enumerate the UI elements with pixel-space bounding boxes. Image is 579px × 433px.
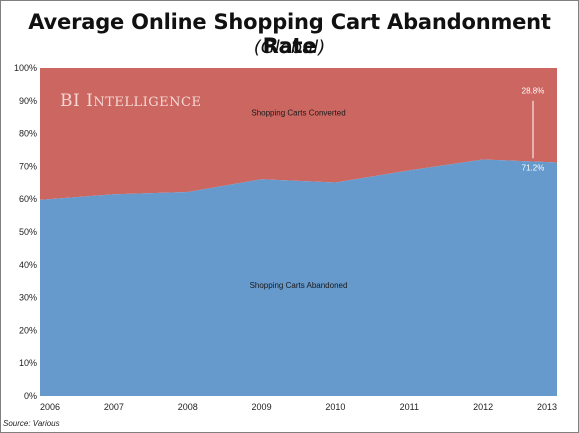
x-tick-label: 2009	[252, 402, 272, 412]
chart-subtitle: (Global)	[253, 37, 326, 58]
source-note: Source: Various	[3, 419, 60, 428]
chart-title: Average Online Shopping Cart Abandonment…	[28, 10, 551, 58]
x-tick-label: 2012	[473, 402, 493, 412]
y-tick-label: 10%	[19, 358, 37, 368]
x-tick-label: 2008	[178, 402, 198, 412]
area-shopping-carts-converted	[40, 68, 557, 200]
y-tick-label: 80%	[19, 129, 37, 139]
x-tick-label: 2013	[537, 402, 557, 412]
x-tick-label: 2007	[104, 402, 124, 412]
area-shopping-carts-abandoned	[40, 159, 557, 396]
y-tick-label: 60%	[19, 194, 37, 204]
series-label-abandoned: Shopping Carts Abandoned	[250, 281, 348, 290]
y-tick-label: 100%	[14, 63, 37, 73]
data-label-abandoned-2013: 71.2%	[522, 163, 545, 172]
x-tick-label: 2006	[40, 402, 60, 412]
bi-intelligence-watermark: BI INTELLIGENCE	[60, 91, 201, 111]
y-tick-label: 20%	[19, 325, 37, 335]
series-label-converted: Shopping Carts Converted	[251, 109, 345, 118]
x-tick-label: 2011	[400, 402, 419, 412]
x-tick-label: 2010	[325, 402, 345, 412]
y-tick-label: 90%	[19, 96, 37, 106]
y-tick-label: 30%	[19, 293, 37, 303]
y-tick-label: 0%	[24, 391, 37, 401]
y-tick-label: 40%	[19, 260, 37, 270]
y-tick-label: 50%	[19, 227, 37, 237]
data-label-converted-2013: 28.8%	[522, 87, 545, 96]
y-tick-label: 70%	[19, 161, 37, 171]
